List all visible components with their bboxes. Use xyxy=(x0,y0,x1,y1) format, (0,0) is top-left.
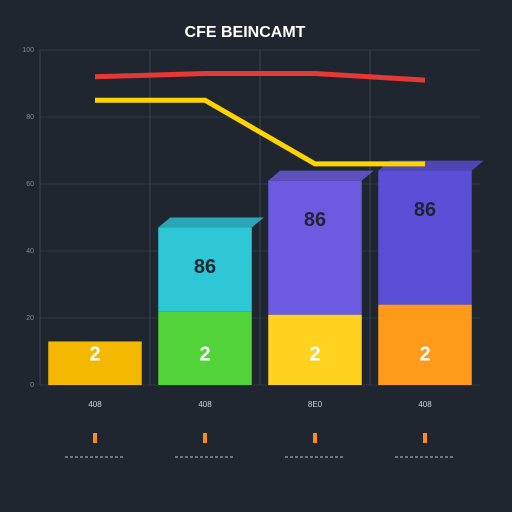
y-tick-label: 20 xyxy=(26,315,34,322)
x-tick-label: 408 xyxy=(88,400,102,409)
x-tick-label: 408 xyxy=(198,400,212,409)
bar-segment xyxy=(48,341,142,385)
annotation: 86 xyxy=(304,209,326,231)
bar-segment xyxy=(268,314,362,385)
annotation: 2 xyxy=(419,343,430,365)
annotation: 2 xyxy=(89,343,100,365)
y-tick-label: 40 xyxy=(26,248,34,255)
annotation: 86 xyxy=(414,199,436,221)
y-tick-label: 80 xyxy=(26,114,34,121)
annotation: 86 xyxy=(194,256,216,278)
annotation: 2 xyxy=(199,343,210,365)
x-marker xyxy=(93,433,97,443)
x-tick-label: 8E0 xyxy=(308,400,323,409)
bar-top-face xyxy=(158,217,264,228)
x-marker xyxy=(313,433,317,443)
bar-segment xyxy=(378,304,472,385)
x-tick-label: 408 xyxy=(418,400,432,409)
bar-top-face xyxy=(268,170,374,181)
y-tick-label: 0 xyxy=(30,382,34,389)
bar-segment xyxy=(158,227,252,312)
chart-title: CFE BEINCAMT xyxy=(185,24,306,41)
line-series xyxy=(94,70,426,83)
x-marker xyxy=(423,433,427,443)
bar-segment xyxy=(378,170,472,305)
y-tick-label: 60 xyxy=(26,181,34,188)
annotation: 2 xyxy=(309,343,320,365)
x-marker xyxy=(203,433,207,443)
bar-segment xyxy=(158,311,252,385)
bar-segment xyxy=(268,180,362,315)
y-tick-label: 100 xyxy=(22,47,34,54)
line-series xyxy=(95,97,425,167)
